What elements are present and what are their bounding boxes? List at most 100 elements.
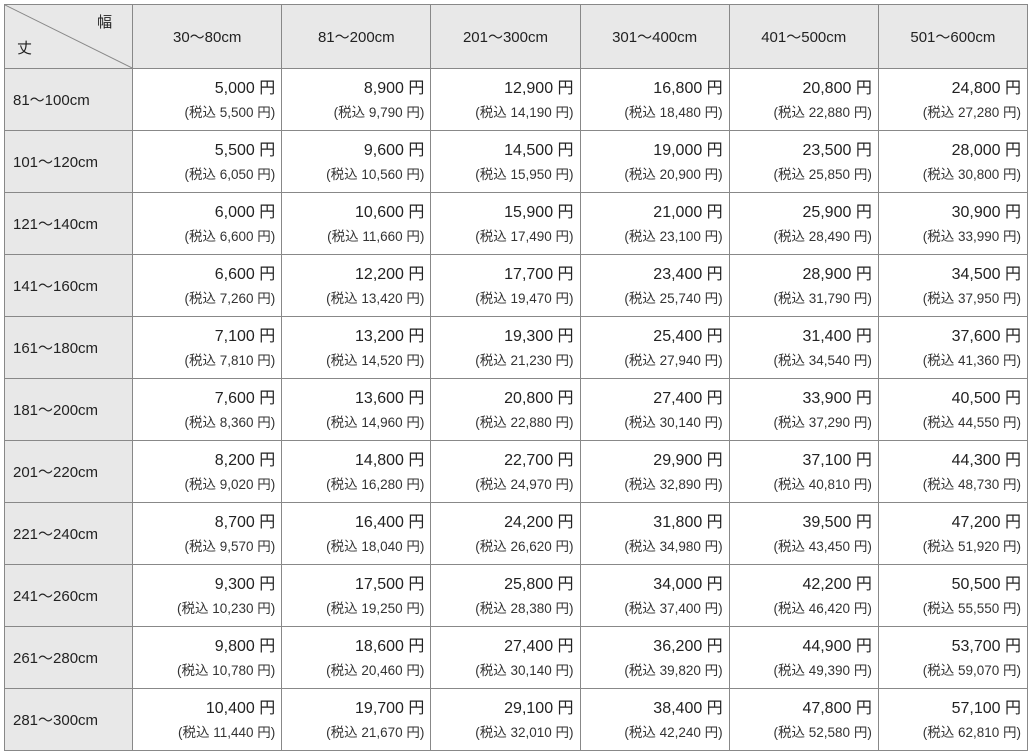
price-tax: (税込 41,360 円) — [879, 352, 1021, 370]
price-value: 44,900 円 — [730, 636, 872, 662]
price-cell: 20,800 円(税込 22,880 円) — [729, 69, 878, 131]
price-value: 27,400 円 — [431, 636, 573, 662]
price-tax: (税込 25,850 円) — [730, 166, 872, 184]
price-value: 18,600 円 — [282, 636, 424, 662]
price-cell: 6,000 円(税込 6,600 円) — [133, 193, 282, 255]
price-cell: 14,800 円(税込 16,280 円) — [282, 441, 431, 503]
table-row: 121～140cm6,000 円(税込 6,600 円)10,600 円(税込 … — [5, 193, 1028, 255]
price-value: 47,200 円 — [879, 512, 1021, 538]
price-value: 34,500 円 — [879, 264, 1021, 290]
corner-cell: 幅 丈 — [5, 5, 133, 69]
price-value: 36,200 円 — [581, 636, 723, 662]
price-value: 23,400 円 — [581, 264, 723, 290]
price-tax: (税込 37,950 円) — [879, 290, 1021, 308]
price-value: 22,700 円 — [431, 450, 573, 476]
price-cell: 30,900 円(税込 33,990 円) — [878, 193, 1027, 255]
price-cell: 37,600 円(税込 41,360 円) — [878, 317, 1027, 379]
price-cell: 53,700 円(税込 59,070 円) — [878, 627, 1027, 689]
price-value: 8,900 円 — [282, 78, 424, 104]
price-cell: 50,500 円(税込 55,550 円) — [878, 565, 1027, 627]
price-cell: 39,500 円(税込 43,450 円) — [729, 503, 878, 565]
price-tax: (税込 28,380 円) — [431, 600, 573, 618]
price-tax: (税込 37,400 円) — [581, 600, 723, 618]
price-tax: (税込 11,660 円) — [282, 228, 424, 246]
row-header: 261～280cm — [5, 627, 133, 689]
price-cell: 17,700 円(税込 19,470 円) — [431, 255, 580, 317]
price-value: 57,100 円 — [879, 698, 1021, 724]
price-cell: 7,100 円(税込 7,810 円) — [133, 317, 282, 379]
price-tax: (税込 43,450 円) — [730, 538, 872, 556]
row-header: 161～180cm — [5, 317, 133, 379]
row-header: 181～200cm — [5, 379, 133, 441]
price-value: 9,300 円 — [133, 574, 275, 600]
price-tax: (税込 22,880 円) — [730, 104, 872, 122]
price-tax: (税込 19,470 円) — [431, 290, 573, 308]
price-cell: 15,900 円(税込 17,490 円) — [431, 193, 580, 255]
price-cell: 27,400 円(税込 30,140 円) — [431, 627, 580, 689]
price-value: 37,600 円 — [879, 326, 1021, 352]
price-value: 38,400 円 — [581, 698, 723, 724]
price-value: 17,500 円 — [282, 574, 424, 600]
price-value: 8,200 円 — [133, 450, 275, 476]
price-cell: 28,900 円(税込 31,790 円) — [729, 255, 878, 317]
price-value: 25,900 円 — [730, 202, 872, 228]
price-tax: (税込 18,040 円) — [282, 538, 424, 556]
price-tax: (税込 21,230 円) — [431, 352, 573, 370]
price-tax: (税込 6,050 円) — [133, 166, 275, 184]
row-header: 281～300cm — [5, 689, 133, 751]
price-tax: (税込 39,820 円) — [581, 662, 723, 680]
price-cell: 14,500 円(税込 15,950 円) — [431, 131, 580, 193]
price-value: 12,200 円 — [282, 264, 424, 290]
price-value: 16,800 円 — [581, 78, 723, 104]
price-cell: 38,400 円(税込 42,240 円) — [580, 689, 729, 751]
price-value: 27,400 円 — [581, 388, 723, 414]
price-cell: 16,400 円(税込 18,040 円) — [282, 503, 431, 565]
price-tax: (税込 10,780 円) — [133, 662, 275, 680]
price-value: 31,400 円 — [730, 326, 872, 352]
column-header: 501～600cm — [878, 5, 1027, 69]
price-tax: (税込 34,540 円) — [730, 352, 872, 370]
price-value: 14,800 円 — [282, 450, 424, 476]
price-tax: (税込 20,460 円) — [282, 662, 424, 680]
price-cell: 28,000 円(税込 30,800 円) — [878, 131, 1027, 193]
row-header: 81～100cm — [5, 69, 133, 131]
price-cell: 8,700 円(税込 9,570 円) — [133, 503, 282, 565]
price-cell: 19,700 円(税込 21,670 円) — [282, 689, 431, 751]
price-value: 9,800 円 — [133, 636, 275, 662]
header-row: 幅 丈 30～80cm81～200cm201～300cm301～400cm401… — [5, 5, 1028, 69]
price-cell: 12,200 円(税込 13,420 円) — [282, 255, 431, 317]
price-value: 8,700 円 — [133, 512, 275, 538]
column-header: 81～200cm — [282, 5, 431, 69]
price-cell: 23,400 円(税込 25,740 円) — [580, 255, 729, 317]
price-cell: 10,400 円(税込 11,440 円) — [133, 689, 282, 751]
price-cell: 29,100 円(税込 32,010 円) — [431, 689, 580, 751]
price-cell: 17,500 円(税込 19,250 円) — [282, 565, 431, 627]
column-header: 401～500cm — [729, 5, 878, 69]
corner-bottom-label: 丈 — [17, 37, 32, 58]
price-tax: (税込 20,900 円) — [581, 166, 723, 184]
price-table: 幅 丈 30～80cm81～200cm201～300cm301～400cm401… — [4, 4, 1028, 751]
price-tax: (税込 18,480 円) — [581, 104, 723, 122]
price-tax: (税込 27,940 円) — [581, 352, 723, 370]
price-tax: (税込 7,810 円) — [133, 352, 275, 370]
price-tax: (税込 8,360 円) — [133, 414, 275, 432]
price-value: 10,600 円 — [282, 202, 424, 228]
price-cell: 29,900 円(税込 32,890 円) — [580, 441, 729, 503]
price-tax: (税込 23,100 円) — [581, 228, 723, 246]
table-body: 81～100cm5,000 円(税込 5,500 円)8,900 円(税込 9,… — [5, 69, 1028, 751]
price-value: 53,700 円 — [879, 636, 1021, 662]
price-value: 24,200 円 — [431, 512, 573, 538]
price-value: 12,900 円 — [431, 78, 573, 104]
price-value: 28,900 円 — [730, 264, 872, 290]
price-value: 13,200 円 — [282, 326, 424, 352]
price-tax: (税込 14,520 円) — [282, 352, 424, 370]
price-value: 21,000 円 — [581, 202, 723, 228]
price-value: 25,800 円 — [431, 574, 573, 600]
price-tax: (税込 42,240 円) — [581, 724, 723, 742]
price-tax: (税込 9,020 円) — [133, 476, 275, 494]
price-cell: 18,600 円(税込 20,460 円) — [282, 627, 431, 689]
price-value: 7,600 円 — [133, 388, 275, 414]
table-row: 141～160cm6,600 円(税込 7,260 円)12,200 円(税込 … — [5, 255, 1028, 317]
price-value: 5,000 円 — [133, 78, 275, 104]
price-tax: (税込 25,740 円) — [581, 290, 723, 308]
